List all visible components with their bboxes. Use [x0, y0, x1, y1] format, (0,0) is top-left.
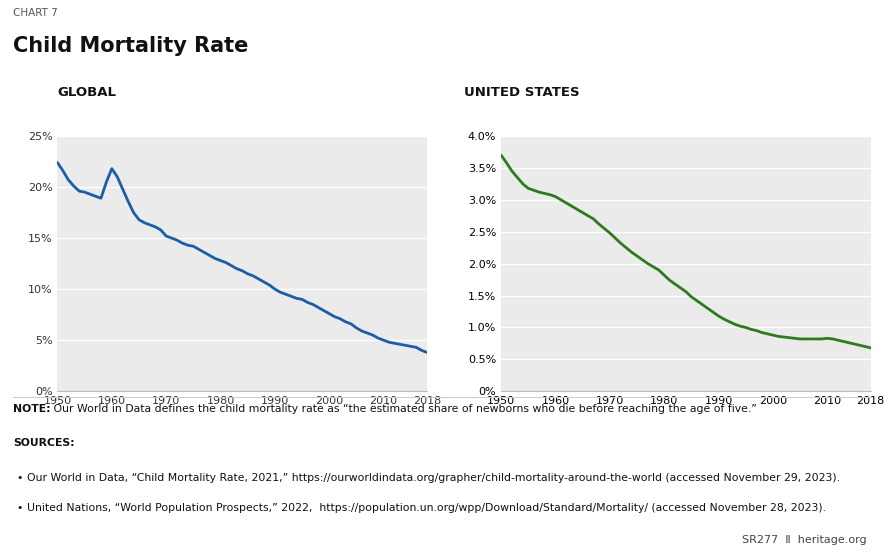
Text: UNITED STATES: UNITED STATES	[464, 86, 580, 99]
Text: United Nations, “World Population Prospects,” 2022,  https://population.un.org/w: United Nations, “World Population Prospe…	[27, 503, 826, 513]
Text: Our World in Data defines the child mortality rate as “the estimated share of ne: Our World in Data defines the child mort…	[50, 404, 758, 414]
Text: GLOBAL: GLOBAL	[57, 86, 117, 99]
Text: •: •	[16, 503, 22, 513]
Text: NOTE:: NOTE:	[13, 404, 51, 414]
Text: SR277  Ⅱ  heritage.org: SR277 Ⅱ heritage.org	[742, 535, 866, 545]
Text: SOURCES:: SOURCES:	[13, 438, 75, 448]
Text: •: •	[16, 473, 22, 483]
Text: Our World in Data, “Child Mortality Rate, 2021,” https://ourworldindata.org/grap: Our World in Data, “Child Mortality Rate…	[27, 473, 840, 483]
Text: Child Mortality Rate: Child Mortality Rate	[13, 36, 248, 56]
Text: CHART 7: CHART 7	[13, 8, 58, 18]
